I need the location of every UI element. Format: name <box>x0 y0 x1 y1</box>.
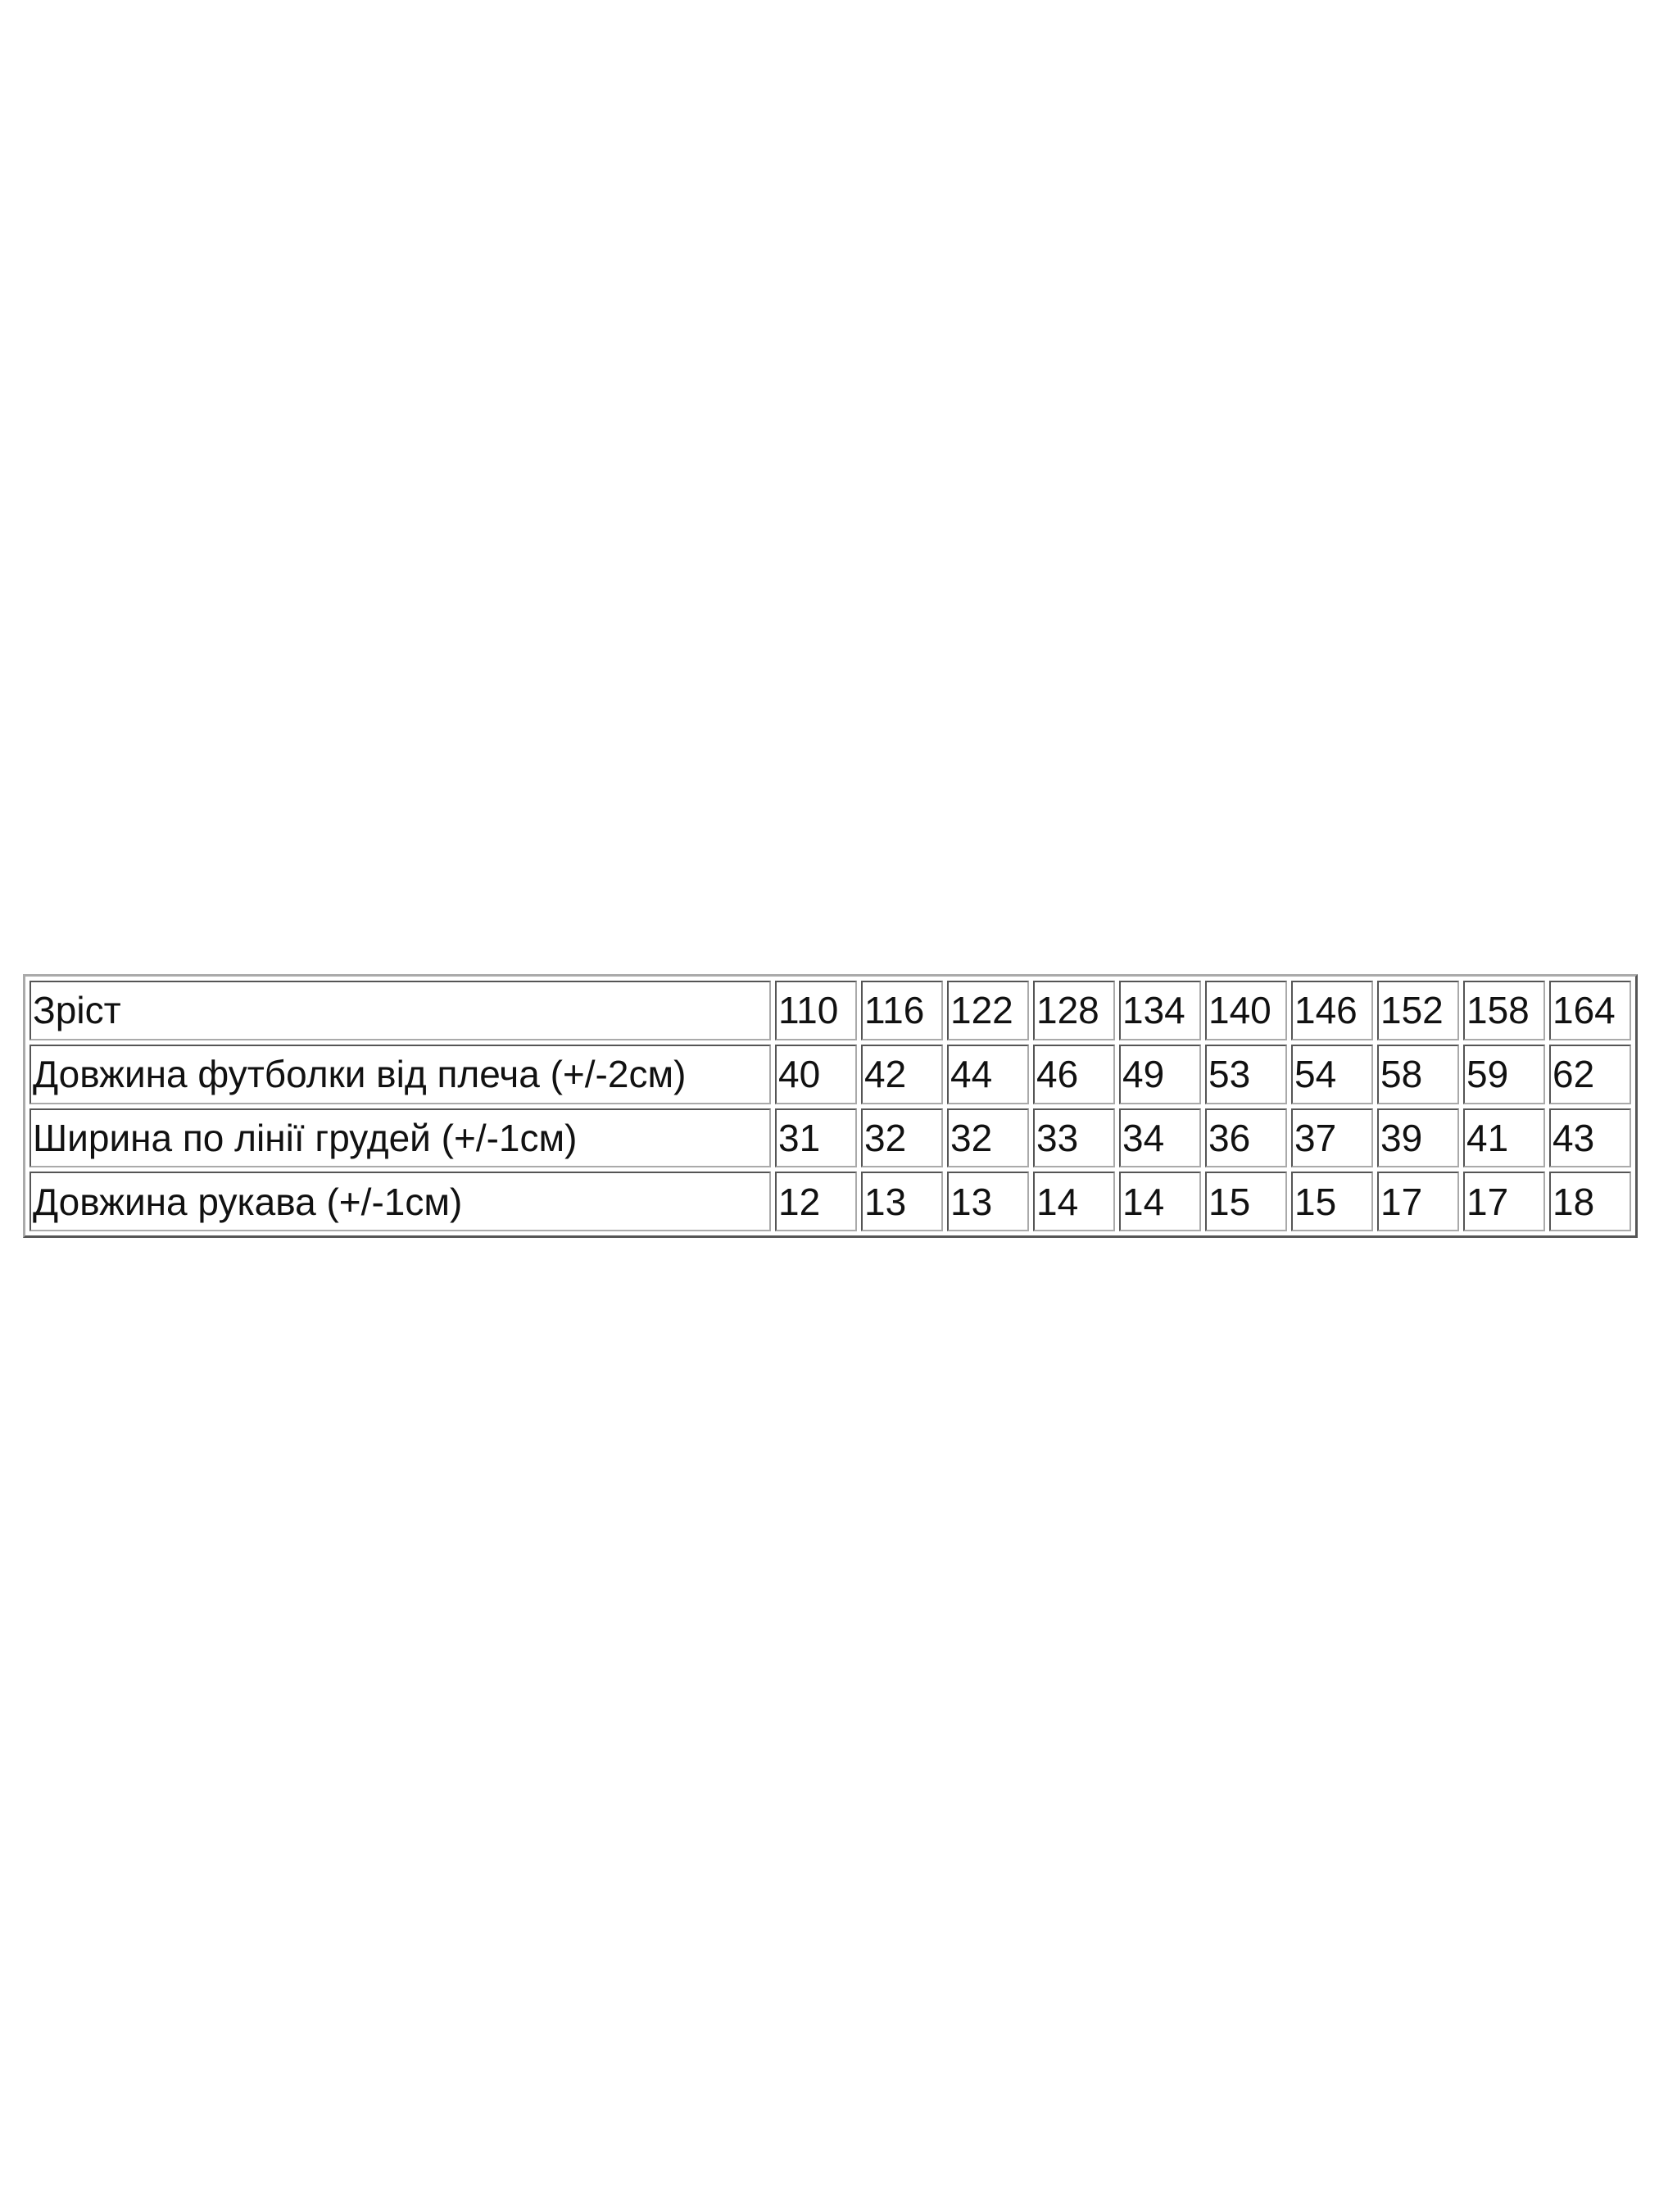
size-value: 134 <box>1119 981 1201 1040</box>
size-value: 140 <box>1205 981 1287 1040</box>
size-value: 18 <box>1549 1172 1631 1231</box>
row-label: Довжина футболки від плеча (+/-2см) <box>29 1044 771 1104</box>
size-value: 122 <box>947 981 1029 1040</box>
table-row: Довжина футболки від плеча (+/-2см) 40 42 4… <box>29 1044 1631 1104</box>
size-value: 17 <box>1463 1172 1545 1231</box>
row-label: Зріст <box>29 981 771 1040</box>
size-value: 41 <box>1463 1108 1545 1168</box>
size-value: 59 <box>1463 1044 1545 1104</box>
size-value: 53 <box>1205 1044 1287 1104</box>
size-value: 152 <box>1377 981 1459 1040</box>
size-table-body: Зріст 110 116 122 128 134 140 146 152 158 164 Довжи… <box>29 981 1631 1231</box>
size-value: 146 <box>1291 981 1373 1040</box>
size-value: 116 <box>861 981 943 1040</box>
size-value: 36 <box>1205 1108 1287 1168</box>
size-value: 17 <box>1377 1172 1459 1231</box>
size-value: 15 <box>1205 1172 1287 1231</box>
size-value: 42 <box>861 1044 943 1104</box>
size-value: 164 <box>1549 981 1631 1040</box>
size-value: 34 <box>1119 1108 1201 1168</box>
size-value: 32 <box>947 1108 1029 1168</box>
size-value: 12 <box>775 1172 857 1231</box>
row-label: Довжина рукава (+/-1см) <box>29 1172 771 1231</box>
size-value: 14 <box>1119 1172 1201 1231</box>
size-value: 37 <box>1291 1108 1373 1168</box>
size-value: 39 <box>1377 1108 1459 1168</box>
table-row: Довжина рукава (+/-1см) 12 13 13 14 14 15 15 17 1… <box>29 1172 1631 1231</box>
table-row: Зріст 110 116 122 128 134 140 146 152 158 164 <box>29 981 1631 1040</box>
size-value: 128 <box>1033 981 1115 1040</box>
size-value: 33 <box>1033 1108 1115 1168</box>
size-value: 158 <box>1463 981 1545 1040</box>
size-value: 31 <box>775 1108 857 1168</box>
table-row: Ширина по лінії грудей (+/-1см) 31 32 32 33 3… <box>29 1108 1631 1168</box>
row-label: Ширина по лінії грудей (+/-1см) <box>29 1108 771 1168</box>
size-value: 58 <box>1377 1044 1459 1104</box>
size-table: Зріст 110 116 122 128 134 140 146 152 158 164 Довжи… <box>23 974 1638 1238</box>
size-value: 62 <box>1549 1044 1631 1104</box>
size-value: 43 <box>1549 1108 1631 1168</box>
size-value: 49 <box>1119 1044 1201 1104</box>
size-value: 110 <box>775 981 857 1040</box>
size-value: 13 <box>861 1172 943 1231</box>
size-value: 40 <box>775 1044 857 1104</box>
size-value: 15 <box>1291 1172 1373 1231</box>
size-value: 44 <box>947 1044 1029 1104</box>
size-value: 54 <box>1291 1044 1373 1104</box>
size-value: 14 <box>1033 1172 1115 1231</box>
size-value: 32 <box>861 1108 943 1168</box>
size-value: 46 <box>1033 1044 1115 1104</box>
size-value: 13 <box>947 1172 1029 1231</box>
